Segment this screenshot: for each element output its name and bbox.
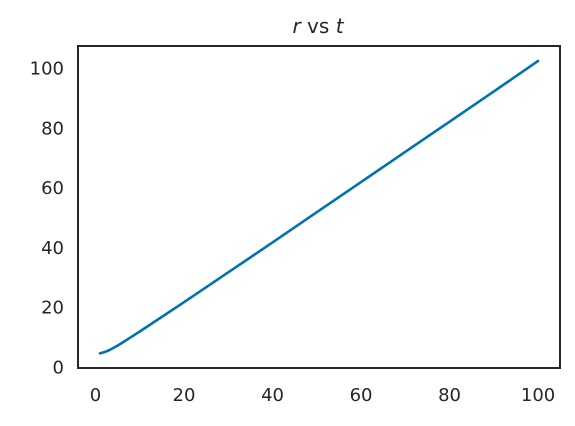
chart-title-var-r: r (292, 14, 302, 38)
x-axis: 0 20 40 60 80 100 (90, 385, 556, 406)
y-tick-label: 80 (41, 118, 64, 139)
y-tick-label: 20 (41, 298, 64, 319)
chart-title-var-t: t (336, 14, 345, 38)
plot-area (98, 59, 540, 355)
y-axis: 0 20 40 60 80 100 (30, 59, 64, 379)
y-tick-label: 60 (41, 178, 64, 199)
x-tick-label: 20 (173, 385, 196, 406)
x-tick-label: 100 (521, 385, 555, 406)
series-line-0 (98, 59, 540, 355)
chart-title: r vs t (292, 14, 344, 38)
y-tick-label: 100 (30, 59, 64, 80)
y-tick-label: 0 (53, 358, 64, 379)
y-tick-label: 40 (41, 238, 64, 259)
chart-title-vs: vs (301, 14, 336, 38)
x-tick-label: 60 (350, 385, 373, 406)
axes-frame (77, 45, 561, 369)
x-tick-label: 0 (90, 385, 101, 406)
x-tick-label: 40 (261, 385, 284, 406)
x-tick-label: 80 (438, 385, 461, 406)
